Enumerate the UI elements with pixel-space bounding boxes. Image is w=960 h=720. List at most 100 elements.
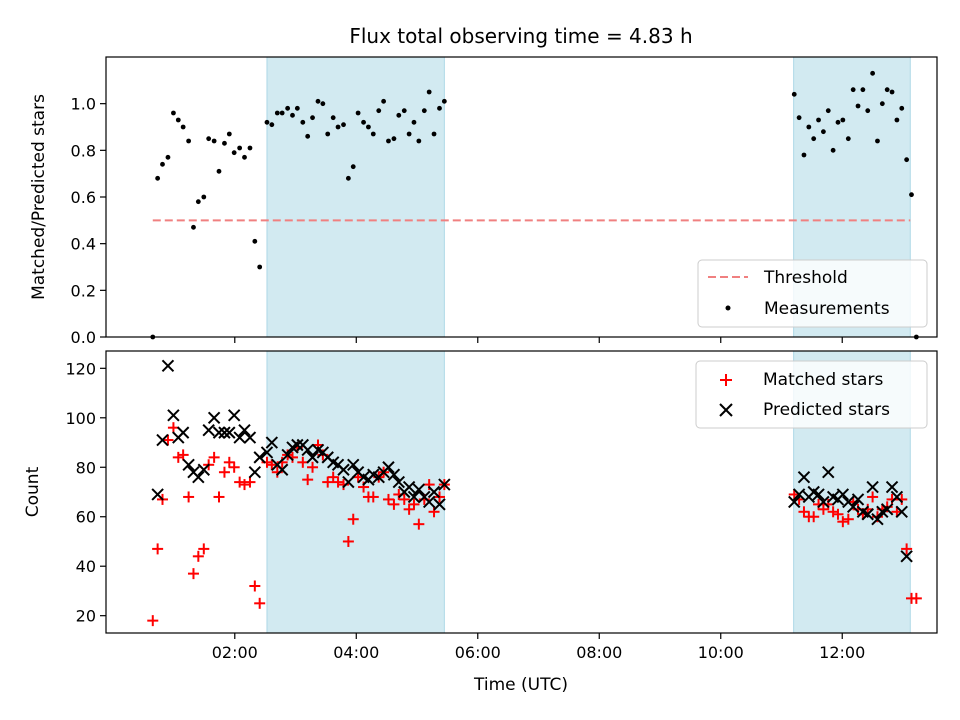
measurement-point <box>315 98 321 104</box>
matched-star-point <box>798 506 810 518</box>
y-tick-label: 0.4 <box>71 235 96 254</box>
matched-star-point <box>218 466 230 478</box>
measurement-point <box>330 115 336 121</box>
matched-star-point <box>213 491 225 503</box>
legend-predicted-swatch <box>719 403 733 417</box>
predicted-star-point <box>880 503 894 516</box>
bottom-legend: Matched stars Predicted stars <box>695 360 928 429</box>
matched-star-point <box>192 550 204 562</box>
measurement-point <box>791 91 797 97</box>
predicted-star-point <box>792 488 806 501</box>
measurement-point <box>294 105 300 111</box>
predicted-star-point <box>407 490 421 504</box>
predicted-star-point <box>382 461 395 474</box>
y-tick-label: 40 <box>76 557 96 576</box>
matched-star-point <box>198 543 210 555</box>
predicted-star-point <box>392 475 406 489</box>
measurement-point <box>909 192 914 198</box>
predicted-star-point <box>822 466 835 479</box>
measurement-point <box>899 105 905 111</box>
predicted-star-point <box>207 411 221 424</box>
measurement-point <box>216 168 222 174</box>
measurement-point <box>300 119 306 125</box>
measurement-point <box>274 110 280 116</box>
predicted-star-point <box>412 483 426 496</box>
predicted-star-point <box>402 480 416 494</box>
matched-star-point <box>332 476 344 488</box>
legend-threshold-label: Threshold <box>763 268 848 288</box>
legend-predicted-label: Predicted stars <box>763 400 890 420</box>
measurement-point <box>825 108 831 114</box>
predicted-star-point <box>218 426 231 439</box>
measurement-point <box>904 157 910 163</box>
measurement-point <box>264 119 270 125</box>
measurement-point <box>160 161 165 167</box>
measurement-point <box>345 175 351 181</box>
legend-measurements-label: Measurements <box>764 299 890 319</box>
x-tick-label: 10:00 <box>698 643 744 662</box>
matched-star-point <box>367 491 379 503</box>
measurement-point <box>811 136 817 142</box>
matched-star-point <box>147 615 159 627</box>
legend-matched-swatch <box>720 374 732 386</box>
measurement-point <box>290 112 295 118</box>
predicted-star-point <box>337 463 350 476</box>
matched-star-point <box>398 493 410 505</box>
matched-star-point <box>327 471 339 483</box>
measurement-point <box>155 175 161 181</box>
predicted-star-point <box>233 431 246 444</box>
measurement-point <box>850 87 856 93</box>
matched-star-point <box>172 451 184 463</box>
measurement-point <box>406 131 412 137</box>
matched-star-point <box>239 479 250 491</box>
predicted-star-point <box>895 505 908 518</box>
predicted-star-point <box>836 488 850 501</box>
measurement-point <box>889 89 895 95</box>
y-tick-label: 1.0 <box>71 95 96 114</box>
measurement-point <box>247 145 253 151</box>
predicted-star-point <box>243 431 257 444</box>
bottom-ylabel: Count <box>23 466 43 517</box>
predicted-star-point <box>156 433 169 447</box>
matched-star-point <box>162 434 174 446</box>
bottom-axes-frame <box>105 350 938 634</box>
measurement-point <box>165 154 171 160</box>
measurement-point <box>816 117 821 123</box>
matched-star-point <box>177 449 189 461</box>
matched-star-point <box>342 535 354 547</box>
predicted-star-point <box>301 443 314 457</box>
matched-star-point <box>867 491 879 503</box>
bottom-panel: 20 40 60 80 100 120 02:00 04:00 06:00 08:00 10:00… <box>23 350 938 695</box>
y-tick-label: 80 <box>76 458 96 477</box>
measurement-point <box>242 154 247 160</box>
predicted-star-point <box>866 480 879 494</box>
predicted-star-point <box>238 423 251 437</box>
measurement-point <box>222 140 227 146</box>
legend-matched-label: Matched stars <box>763 370 883 390</box>
matched-star-point <box>167 422 179 434</box>
predicted-star-point <box>797 470 811 484</box>
predicted-star-point <box>167 409 180 422</box>
measurement-point <box>796 115 802 121</box>
matched-star-point <box>234 476 246 488</box>
measurement-point <box>376 108 382 114</box>
predicted-star-point <box>900 550 913 563</box>
measurement-point <box>175 117 181 123</box>
shaded-interval <box>266 56 445 338</box>
predicted-star-point <box>342 475 355 489</box>
y-tick-label: 0.8 <box>71 141 96 160</box>
measurement-point <box>370 131 376 137</box>
measurement-point <box>386 138 391 144</box>
predicted-star-point <box>890 490 904 504</box>
measurement-point <box>341 122 346 128</box>
predicted-star-point <box>387 468 401 481</box>
matched-star-point <box>244 476 256 488</box>
measurement-point <box>860 87 866 93</box>
matched-star-point <box>901 543 913 555</box>
x-tick-label: 02:00 <box>212 643 258 662</box>
x-tick-label: 04:00 <box>333 643 379 662</box>
measurement-point <box>320 101 326 107</box>
predicted-star-point <box>281 448 294 462</box>
measurement-point <box>269 122 275 128</box>
measurement-point <box>426 89 432 95</box>
